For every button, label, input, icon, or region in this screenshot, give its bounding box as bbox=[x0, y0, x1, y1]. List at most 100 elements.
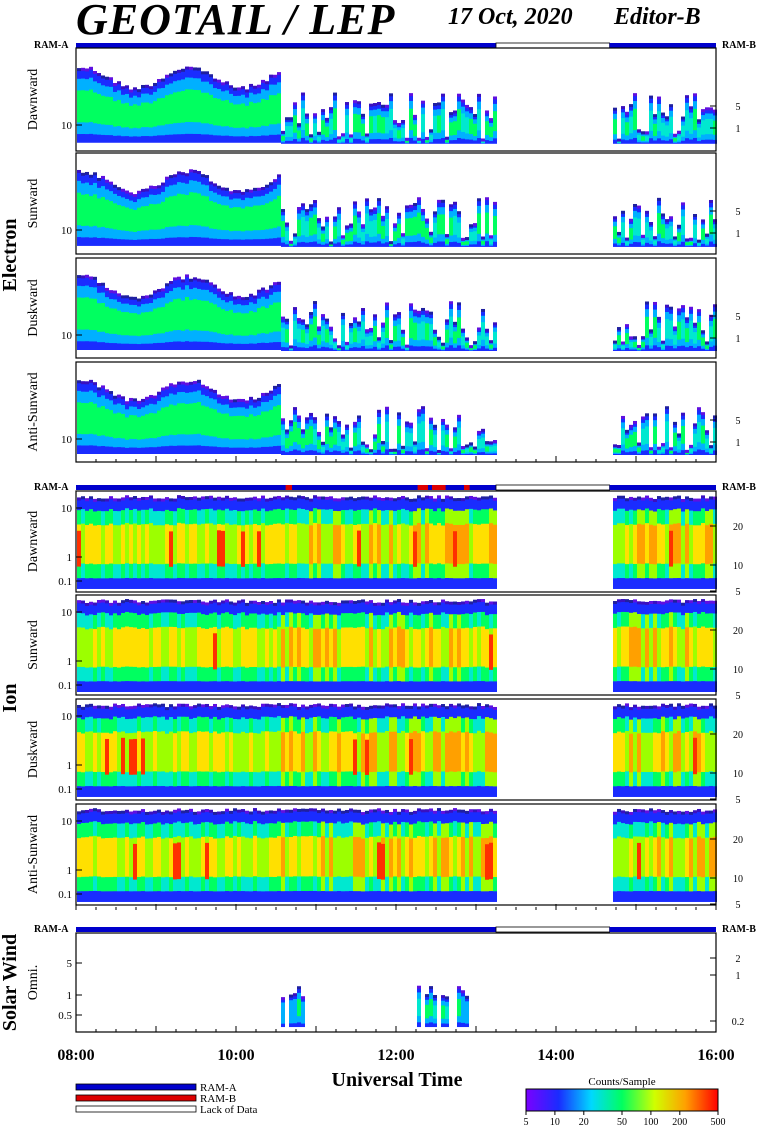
spectrogram-cell bbox=[93, 276, 97, 280]
spectrogram-cell bbox=[177, 298, 181, 331]
right-tick-label: 5 bbox=[736, 795, 741, 806]
spectrogram-cell bbox=[277, 808, 281, 812]
spectrogram-cell bbox=[245, 313, 249, 336]
right-tick-label: 0.2 bbox=[732, 1017, 745, 1028]
spectrogram-cell bbox=[97, 283, 101, 287]
spectrogram-cell bbox=[257, 498, 261, 502]
spectrogram-cell bbox=[141, 415, 145, 440]
spectrogram-cell bbox=[405, 836, 409, 877]
spectrogram-cell bbox=[161, 811, 165, 815]
spectrogram-cell bbox=[705, 345, 709, 349]
spectrogram-cell bbox=[145, 102, 149, 128]
spectrogram-cell bbox=[413, 703, 417, 707]
spectrogram-cell bbox=[625, 324, 629, 328]
spectrogram-cell bbox=[465, 342, 469, 348]
spectrogram-cell bbox=[325, 524, 329, 564]
panel-label: Sunward bbox=[26, 620, 41, 670]
ram-a-segment bbox=[609, 927, 716, 932]
spectrogram-cell bbox=[445, 495, 449, 499]
spectrogram-cell bbox=[77, 530, 81, 567]
spectrogram-cell bbox=[641, 416, 645, 420]
spectrogram-cell bbox=[209, 837, 213, 877]
spectrogram-cell bbox=[161, 626, 165, 667]
right-tick-label: 10 bbox=[733, 561, 743, 572]
spectrogram-cell bbox=[289, 1005, 293, 1019]
spectrogram-cell bbox=[461, 336, 465, 346]
spectrogram-cell bbox=[377, 705, 381, 709]
spectrogram-cell bbox=[149, 838, 153, 878]
spectrogram-cell bbox=[289, 240, 293, 244]
spectrogram-cell bbox=[693, 498, 697, 502]
spectrogram-cell bbox=[265, 203, 269, 230]
spectrogram-cell bbox=[265, 602, 269, 606]
right-tick-label: 1 bbox=[736, 229, 741, 240]
spectrogram-cell bbox=[93, 382, 97, 386]
spectrogram-cell bbox=[133, 843, 137, 880]
spectrogram-cell bbox=[629, 496, 633, 500]
spectrogram-cell bbox=[633, 431, 637, 447]
spectrogram-cell bbox=[685, 731, 689, 772]
spectrogram-cell bbox=[185, 274, 189, 278]
spectrogram-cell bbox=[257, 602, 261, 606]
spectrogram-cell bbox=[357, 114, 361, 133]
spectrogram-cell bbox=[189, 169, 193, 173]
spectrogram-cell bbox=[77, 732, 81, 772]
spectrogram-cell bbox=[301, 329, 305, 343]
spectrogram-cell bbox=[233, 524, 237, 564]
spectrogram-cell bbox=[641, 601, 645, 605]
spectrogram-cell bbox=[473, 446, 477, 450]
spectrogram-cell bbox=[665, 406, 669, 410]
spectrogram-cell bbox=[353, 100, 357, 104]
right-tick-label: 10 bbox=[733, 665, 743, 676]
spectrogram-cell bbox=[89, 808, 93, 812]
spectrogram-cell bbox=[441, 199, 445, 203]
spectrogram-cell bbox=[429, 417, 433, 421]
spectrogram-cell bbox=[157, 307, 161, 334]
spectrogram-cell bbox=[453, 427, 457, 431]
spectrogram-cell bbox=[125, 295, 129, 299]
spectrogram-cell bbox=[77, 275, 81, 279]
spectrogram-cell bbox=[121, 295, 125, 299]
spectrogram-cell bbox=[385, 524, 389, 564]
spectrogram-cell bbox=[449, 112, 453, 116]
spectrogram-cell bbox=[149, 294, 153, 298]
spectrogram-cell bbox=[357, 415, 361, 419]
spectrogram-cell bbox=[653, 732, 657, 772]
spectrogram-cell bbox=[233, 497, 237, 501]
spectrogram-cell bbox=[433, 810, 437, 814]
spectrogram-cell bbox=[649, 95, 653, 99]
spectrogram-cell bbox=[389, 704, 393, 708]
spectrogram-cell bbox=[93, 92, 97, 124]
spectrogram-cell bbox=[205, 523, 209, 564]
spectrogram-cell bbox=[661, 731, 665, 772]
spectrogram-cell bbox=[389, 340, 393, 344]
spectrogram-cell bbox=[277, 195, 281, 227]
spectrogram-cell bbox=[129, 497, 133, 501]
spectrogram-cell bbox=[253, 808, 257, 812]
spectrogram-cell bbox=[629, 838, 633, 878]
spectrogram-cell bbox=[441, 342, 445, 346]
spectrogram-cell bbox=[625, 237, 629, 241]
spectrogram-cell bbox=[405, 497, 409, 501]
spectrogram-cell bbox=[673, 421, 677, 425]
spectrogram-cell bbox=[653, 240, 657, 245]
spectrogram-cell bbox=[141, 188, 145, 192]
spectrogram-cell bbox=[461, 628, 465, 668]
spectrogram-cell bbox=[281, 418, 285, 422]
spectrogram-cell bbox=[237, 295, 241, 299]
spectrogram-cell bbox=[145, 811, 149, 815]
spectrogram-cell bbox=[325, 810, 329, 814]
spectrogram-cell bbox=[697, 836, 701, 877]
spectrogram-cell bbox=[225, 187, 229, 191]
spectrogram-cell bbox=[413, 628, 417, 668]
spectrogram-cell bbox=[153, 186, 157, 190]
spectrogram-cell bbox=[485, 629, 489, 668]
spectrogram-cell bbox=[385, 406, 389, 410]
spectrogram-cell bbox=[445, 140, 449, 143]
spectrogram-cell bbox=[369, 497, 373, 501]
spectrogram-cell bbox=[285, 429, 289, 433]
spectrogram-cell bbox=[201, 71, 205, 75]
spectrogram-cell bbox=[469, 733, 473, 773]
spectrogram-cell bbox=[665, 732, 669, 772]
spectrogram-cell bbox=[145, 414, 149, 439]
